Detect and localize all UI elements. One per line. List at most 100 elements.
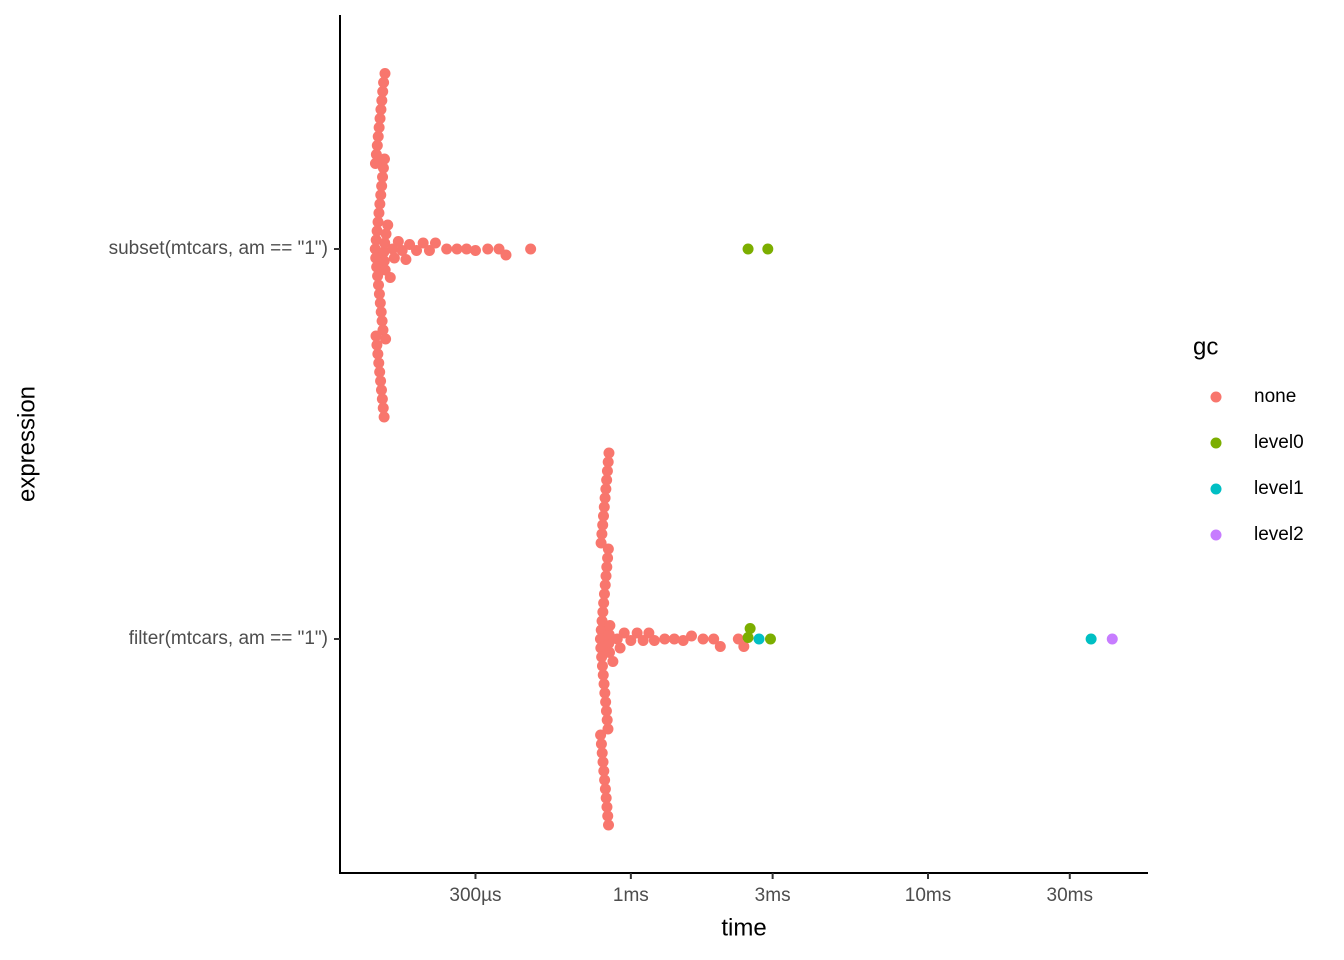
point <box>376 180 388 192</box>
point <box>598 501 610 513</box>
point <box>370 149 382 160</box>
point <box>596 747 608 759</box>
y-tick-label: filter(mtcars, am == "1") <box>129 628 328 649</box>
point <box>396 245 408 256</box>
point <box>441 243 453 255</box>
legend-marker <box>1210 437 1222 449</box>
x-tick-label: 30ms <box>1047 885 1093 906</box>
legend-label: none <box>1254 386 1296 407</box>
point <box>369 158 381 169</box>
point <box>601 801 613 813</box>
x-tick-label: 1ms <box>613 885 649 906</box>
point <box>375 384 387 396</box>
point <box>597 756 609 768</box>
point <box>603 647 615 658</box>
point <box>677 635 689 646</box>
point <box>373 357 385 369</box>
legend-label: level0 <box>1254 432 1304 453</box>
point <box>374 366 386 378</box>
point <box>1085 633 1097 645</box>
point <box>618 627 630 639</box>
point <box>601 561 613 573</box>
point <box>714 641 726 652</box>
point <box>648 635 660 646</box>
point <box>482 243 494 255</box>
point <box>637 635 649 646</box>
point <box>376 315 388 327</box>
point <box>380 333 392 345</box>
point <box>380 228 392 240</box>
point <box>659 633 671 645</box>
point <box>379 68 391 79</box>
point <box>377 162 389 174</box>
point <box>371 261 383 273</box>
point <box>598 765 610 777</box>
point <box>603 629 615 640</box>
point <box>599 687 611 699</box>
point <box>744 623 756 634</box>
y-tick-label: subset(mtcars, am == "1") <box>109 238 328 259</box>
point <box>601 714 613 726</box>
point <box>384 272 396 283</box>
point <box>376 393 388 405</box>
point <box>597 510 609 522</box>
point <box>411 245 423 256</box>
point <box>599 579 611 591</box>
point <box>387 243 399 255</box>
point <box>598 588 610 600</box>
point <box>469 245 481 256</box>
point <box>379 237 391 249</box>
point <box>375 375 387 387</box>
point <box>604 620 616 631</box>
point <box>370 252 382 264</box>
point <box>600 696 612 708</box>
point <box>762 243 774 255</box>
point <box>738 641 750 652</box>
x-axis-title: time <box>721 914 766 941</box>
legend-marker <box>1210 529 1222 541</box>
point <box>708 633 720 645</box>
point <box>599 774 611 786</box>
point <box>400 254 412 265</box>
x-tick-label: 300µs <box>449 885 501 906</box>
point <box>603 638 615 649</box>
point <box>697 633 709 645</box>
point <box>602 543 614 555</box>
point <box>371 225 383 237</box>
point <box>601 474 613 486</box>
point <box>625 635 637 646</box>
point <box>392 236 404 247</box>
point <box>378 153 390 165</box>
point <box>597 606 609 618</box>
point <box>595 738 607 750</box>
point <box>374 198 386 210</box>
point <box>373 288 385 300</box>
point <box>525 243 537 255</box>
point <box>631 627 643 639</box>
point <box>378 77 390 88</box>
point <box>378 246 390 258</box>
point <box>374 297 386 309</box>
point <box>369 243 381 255</box>
point <box>376 95 388 106</box>
legend-title: gc <box>1193 333 1218 360</box>
legend-label: level2 <box>1254 524 1304 545</box>
point <box>451 243 463 255</box>
legend-label: level1 <box>1254 478 1304 499</box>
point <box>602 456 614 468</box>
point <box>686 630 698 642</box>
legend-marker <box>1210 483 1222 495</box>
point <box>423 245 435 256</box>
point <box>596 660 608 672</box>
point <box>602 552 614 564</box>
legend-marker <box>1210 391 1222 403</box>
point <box>600 792 612 804</box>
point <box>500 249 512 261</box>
point <box>597 669 609 681</box>
point <box>600 483 612 495</box>
point <box>375 306 387 318</box>
point <box>372 348 384 360</box>
point <box>602 810 614 822</box>
point <box>614 642 626 654</box>
